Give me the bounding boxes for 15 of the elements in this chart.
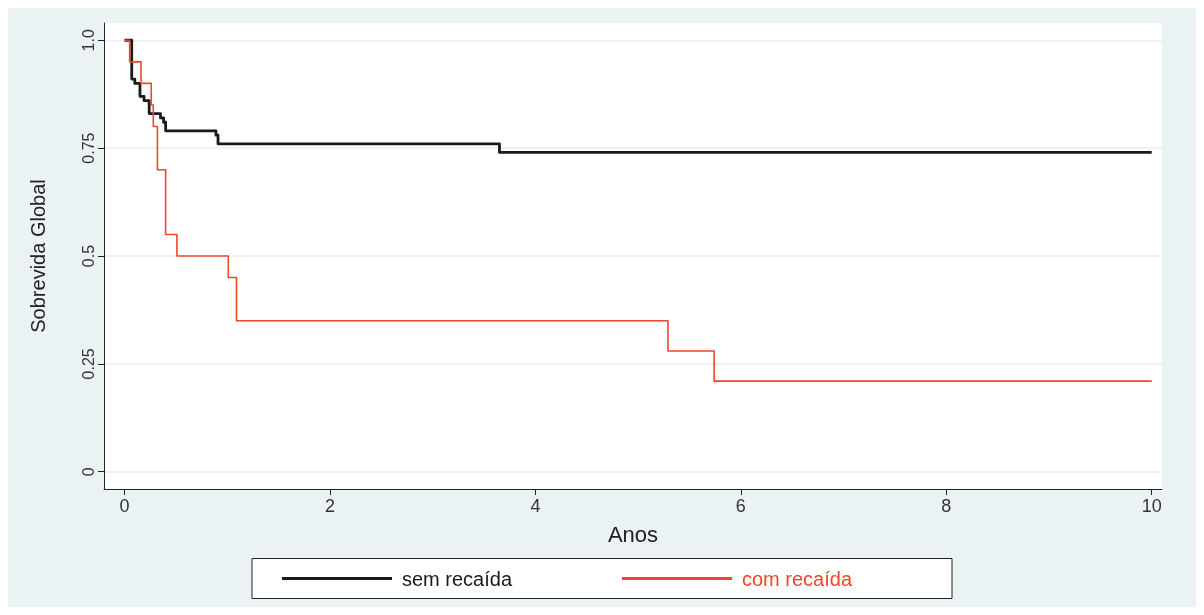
x-tick-label: 0: [119, 496, 130, 516]
y-tick-label: 0.75: [79, 132, 97, 164]
text: com recaída: [742, 567, 853, 590]
y-tick-label: 0: [79, 467, 97, 477]
text: sem recaída: [402, 567, 513, 590]
x-tick-label: 2: [324, 496, 335, 516]
y-tick-label: 0.5: [79, 244, 97, 268]
x-tick-label: 6: [735, 496, 746, 516]
x-tick-label: 10: [1141, 496, 1162, 516]
y-tick-label: 1.0: [79, 29, 97, 52]
y-axis-title: Sobrevida Global: [27, 179, 49, 333]
y-tick-label: 0.25: [79, 348, 97, 380]
x-tick-label: 4: [530, 496, 541, 516]
x-tick-label: 8: [941, 496, 952, 516]
x-axis-title: Anos: [607, 521, 659, 547]
